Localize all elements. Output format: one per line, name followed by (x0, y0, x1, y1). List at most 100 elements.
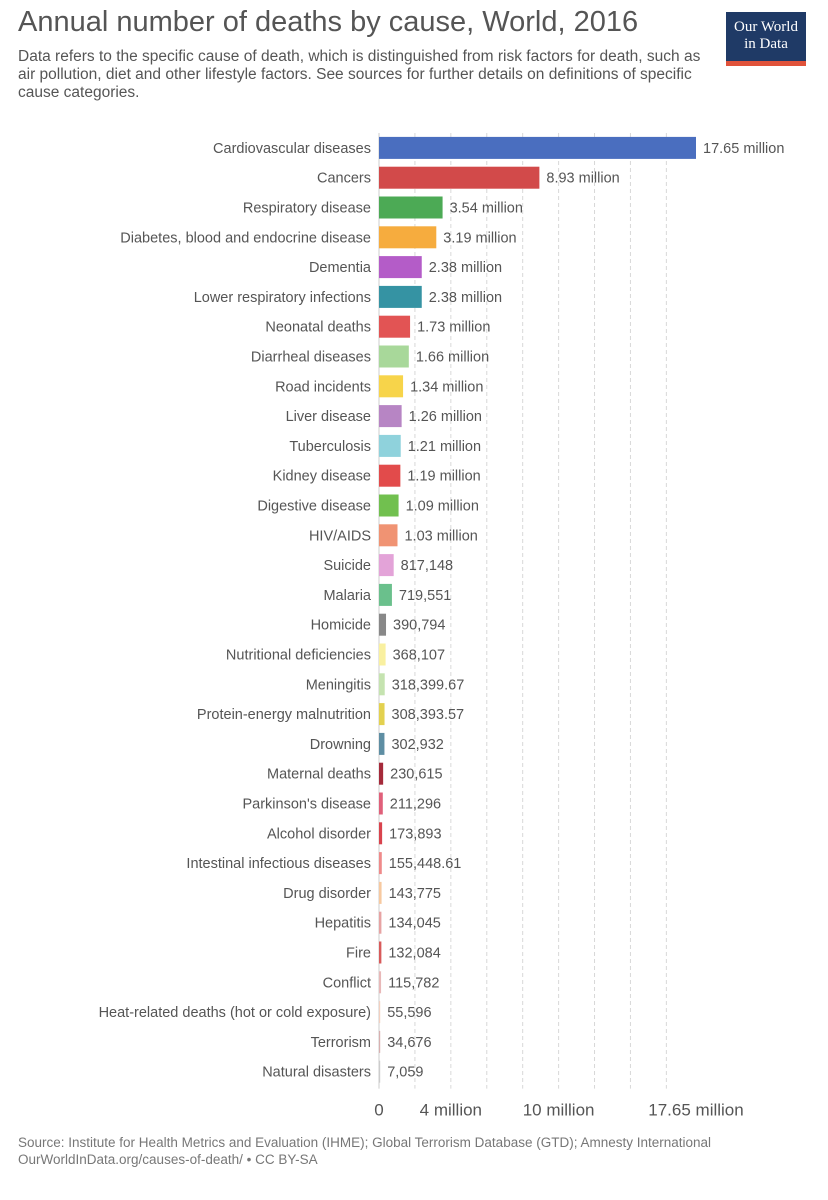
our-world-in-data-logo[interactable]: Our World in Data (726, 12, 806, 66)
value-label: 134,045 (388, 916, 440, 932)
category-label: Terrorism (311, 1035, 371, 1051)
bar (379, 881, 382, 904)
bar (379, 792, 383, 815)
value-label: 1.19 million (407, 469, 480, 485)
value-label: 3.54 million (450, 201, 523, 217)
value-label: 390,794 (393, 618, 445, 634)
value-label: 155,448.61 (389, 856, 462, 872)
category-label: Digestive disease (257, 499, 371, 515)
category-label: Intestinal infectious diseases (186, 856, 371, 872)
bar (379, 405, 402, 428)
value-label: 817,148 (401, 558, 453, 574)
value-label: 1.66 million (416, 350, 489, 366)
bar (379, 315, 411, 338)
bar (379, 732, 385, 755)
category-label: Fire (346, 946, 371, 962)
chart-footer: Source: Institute for Health Metrics and… (18, 1134, 758, 1168)
category-label: Homicide (311, 618, 371, 634)
category-label: Conflict (323, 975, 371, 991)
bar (379, 345, 409, 368)
value-label: 1.03 million (404, 528, 477, 544)
category-label: Diarrheal diseases (251, 350, 371, 366)
value-label: 1.21 million (408, 439, 481, 455)
bar (379, 285, 422, 308)
source-note: Source: Institute for Health Metrics and… (18, 1135, 712, 1150)
logo-line-2: in Data (744, 36, 788, 52)
category-label: Natural disasters (262, 1065, 371, 1081)
bar (379, 256, 422, 279)
bar (379, 643, 386, 666)
bar (379, 852, 382, 875)
category-label: Drowning (310, 737, 371, 753)
bar (379, 196, 443, 219)
value-label: 302,932 (391, 737, 443, 753)
bar (379, 1001, 381, 1024)
value-label: 211,296 (390, 797, 441, 813)
bar (379, 1030, 381, 1053)
value-label: 1.26 million (409, 409, 482, 425)
value-label: 132,084 (388, 946, 440, 962)
value-label: 230,615 (390, 767, 442, 783)
x-tick-label: 4 million (420, 1101, 482, 1120)
value-label: 115,782 (388, 975, 439, 991)
value-label: 368,107 (393, 648, 445, 664)
value-label: 143,775 (389, 886, 441, 902)
category-label: HIV/AIDS (309, 528, 371, 544)
category-label: Parkinson's disease (242, 797, 371, 813)
category-label: Respiratory disease (243, 201, 371, 217)
category-label: Hepatitis (315, 916, 371, 932)
bar (379, 971, 382, 994)
category-label: Kidney disease (273, 469, 371, 485)
category-label: Suicide (323, 558, 371, 574)
x-tick-label: 0 (374, 1101, 383, 1120)
value-label: 3.19 million (443, 230, 516, 246)
bar (379, 166, 540, 189)
bar (379, 464, 401, 487)
source-link[interactable]: OurWorldInData.org/causes-of-death/ • CC… (18, 1152, 318, 1167)
bar (379, 554, 394, 577)
value-label: 1.34 million (410, 379, 483, 395)
value-label: 308,393.57 (392, 707, 465, 723)
bar (379, 762, 384, 785)
bar (379, 494, 399, 517)
category-label: Tuberculosis (289, 439, 371, 455)
value-label: 8.93 million (546, 171, 619, 187)
category-label: Maternal deaths (267, 767, 371, 783)
bar (379, 911, 382, 934)
value-label: 55,596 (387, 1005, 431, 1021)
category-label: Neonatal deaths (265, 320, 371, 336)
value-label: 2.38 million (429, 290, 502, 306)
bar-chart: Cardiovascular diseases 17.65 million Canc… (99, 133, 784, 1120)
category-label: Cardiovascular diseases (213, 141, 371, 157)
bar (379, 822, 383, 845)
bar (379, 613, 387, 636)
category-label: Lower respiratory infections (194, 290, 371, 306)
value-label: 17.65 million (703, 141, 784, 157)
bar (379, 673, 385, 696)
x-tick-label: 17.65 million (648, 1101, 743, 1120)
logo-stripe (726, 61, 806, 66)
bar (379, 434, 401, 457)
value-label: 318,399.67 (392, 677, 465, 693)
bar (379, 375, 404, 398)
category-label: Diabetes, blood and endocrine disease (120, 230, 371, 246)
chart-title: Annual number of deaths by cause, World,… (18, 6, 639, 38)
value-label: 173,893 (389, 826, 441, 842)
bar (379, 941, 382, 964)
value-label: 1.09 million (406, 499, 479, 515)
category-label: Road incidents (275, 379, 371, 395)
category-label: Protein-energy malnutrition (197, 707, 371, 723)
value-label: 719,551 (399, 588, 451, 604)
bar (379, 226, 437, 249)
category-label: Liver disease (286, 409, 371, 425)
bar (379, 136, 696, 159)
bar (379, 583, 392, 606)
category-label: Meningitis (306, 677, 371, 693)
logo-line-1: Our World (734, 19, 798, 35)
category-label: Nutritional deficiencies (226, 648, 371, 664)
value-label: 7,059 (387, 1065, 423, 1081)
category-label: Malaria (323, 588, 371, 604)
chart-subtitle: Data refers to the specific cause of dea… (18, 48, 701, 101)
category-label: Dementia (309, 260, 372, 276)
bar (379, 1060, 381, 1083)
